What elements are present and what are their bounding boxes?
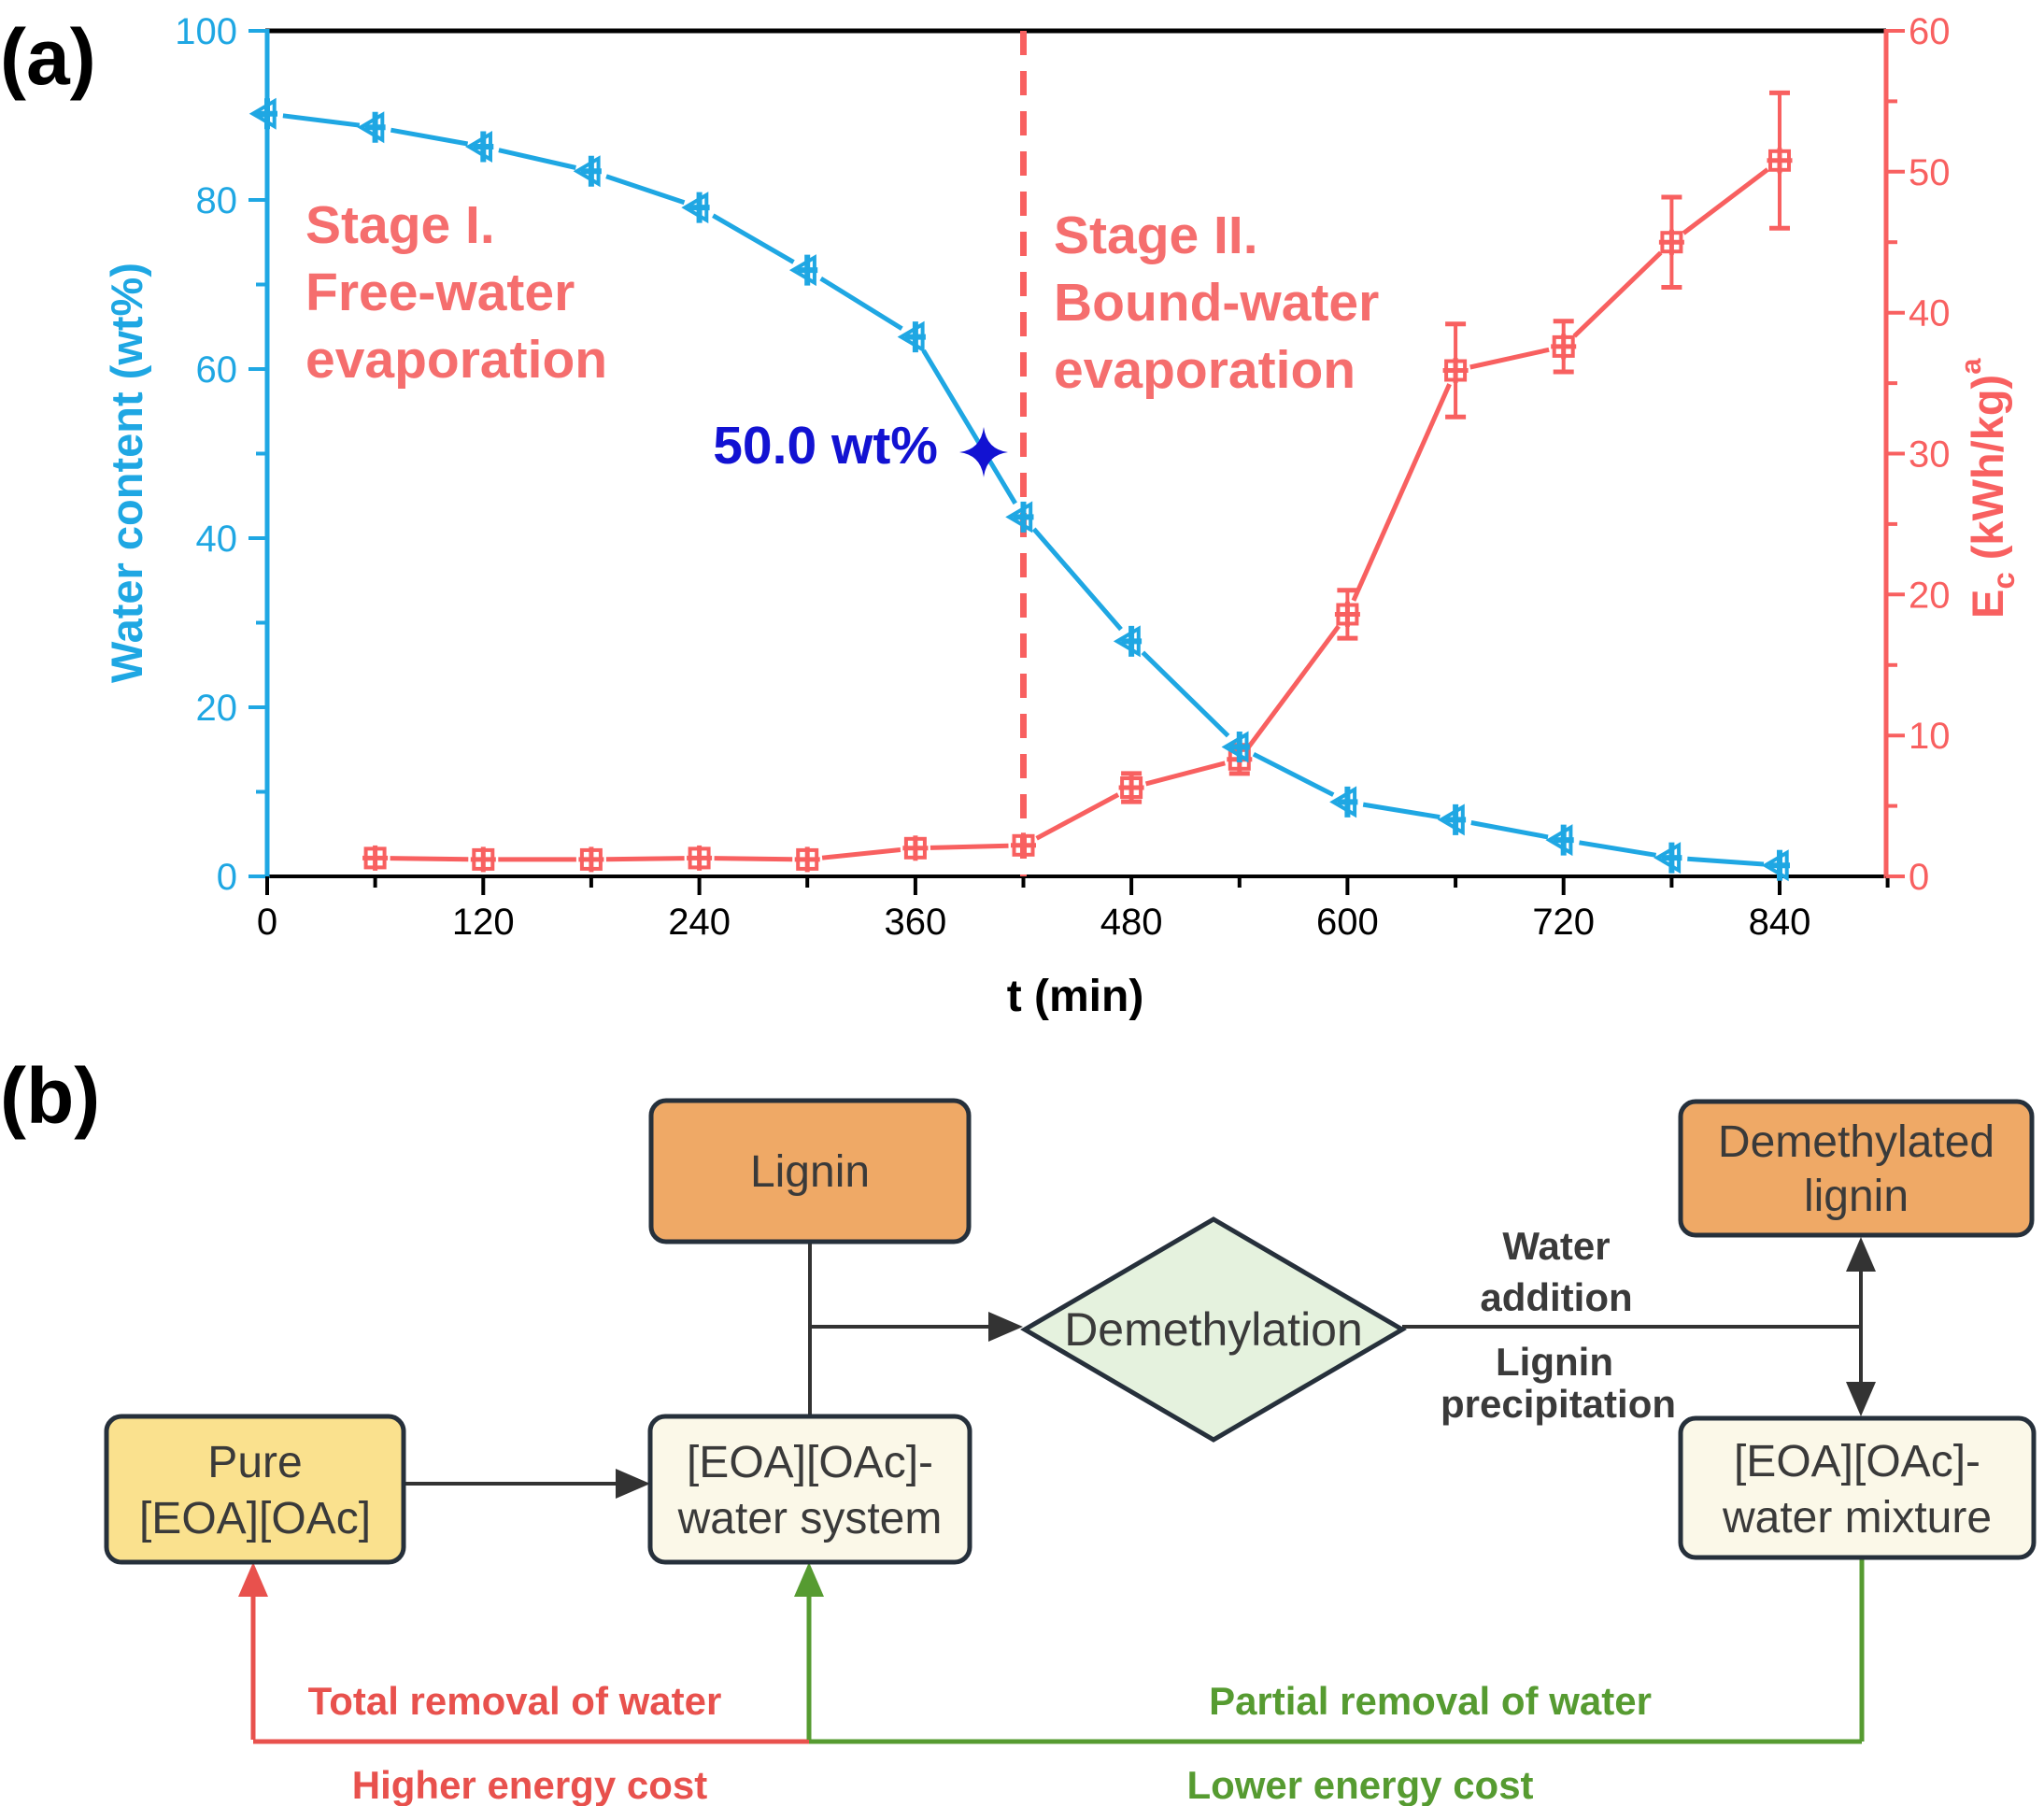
svg-text:360: 360 — [885, 902, 947, 943]
svg-text:120: 120 — [452, 902, 515, 943]
svg-text:40: 40 — [1909, 293, 1951, 334]
svg-text:100: 100 — [175, 11, 237, 52]
svg-text:lignin: lignin — [1804, 1172, 1909, 1221]
svg-text:Partial removal of water: Partial removal of water — [1209, 1679, 1652, 1723]
svg-text:Free-water: Free-water — [305, 263, 575, 322]
svg-text:evaporation: evaporation — [1054, 340, 1356, 400]
svg-text:(a): (a) — [0, 13, 96, 101]
svg-text:60: 60 — [196, 349, 238, 391]
svg-text:Pure: Pure — [207, 1438, 302, 1487]
svg-text:30: 30 — [1909, 434, 1951, 476]
svg-text:50: 50 — [1909, 152, 1951, 193]
svg-text:Stage II.: Stage II. — [1054, 206, 1258, 265]
svg-text:0: 0 — [257, 902, 277, 943]
svg-text:240: 240 — [668, 902, 731, 943]
svg-text:20: 20 — [1909, 575, 1951, 616]
svg-text:addition: addition — [1480, 1275, 1632, 1319]
svg-text:evaporation: evaporation — [305, 330, 607, 390]
svg-text:Lignin: Lignin — [1496, 1340, 1613, 1384]
svg-text:80: 80 — [196, 180, 238, 221]
svg-text:Lignin: Lignin — [750, 1147, 870, 1197]
svg-text:Water content (wt%): Water content (wt%) — [102, 263, 151, 683]
svg-text:water mixture: water mixture — [1722, 1493, 1992, 1543]
svg-text:water system: water system — [677, 1494, 943, 1543]
svg-text:40: 40 — [196, 519, 238, 560]
svg-text:[EOA][OAc]-: [EOA][OAc]- — [1734, 1437, 1980, 1486]
svg-text:60: 60 — [1909, 11, 1951, 52]
svg-text:840: 840 — [1749, 902, 1811, 943]
svg-text:600: 600 — [1316, 902, 1379, 943]
svg-text:720: 720 — [1532, 902, 1595, 943]
svg-text:precipitation: precipitation — [1441, 1382, 1676, 1426]
svg-text:Stage I.: Stage I. — [305, 195, 495, 255]
svg-text:50.0 wt%: 50.0 wt% — [713, 416, 938, 476]
svg-text:Bound-water: Bound-water — [1054, 273, 1379, 333]
svg-text:20: 20 — [196, 688, 238, 729]
svg-text:t (min): t (min) — [1007, 972, 1144, 1021]
svg-text:10: 10 — [1909, 716, 1951, 757]
svg-text:Demethylation: Demethylation — [1064, 1303, 1363, 1356]
svg-text:Lower energy cost: Lower energy cost — [1186, 1763, 1533, 1806]
svg-text:480: 480 — [1100, 902, 1163, 943]
svg-text:(b): (b) — [0, 1052, 100, 1140]
svg-text:Higher energy cost: Higher energy cost — [352, 1763, 707, 1806]
svg-text:Demethylated: Demethylated — [1718, 1117, 1994, 1167]
svg-text:[EOA][OAc]-: [EOA][OAc]- — [687, 1438, 933, 1487]
svg-text:Total removal of water: Total removal of water — [308, 1679, 722, 1723]
svg-text:Ec (kWh/kg)a: Ec (kWh/kg)a — [1954, 358, 2021, 619]
svg-text:Water: Water — [1502, 1224, 1610, 1268]
svg-text:0: 0 — [1909, 857, 1929, 898]
svg-text:0: 0 — [217, 857, 237, 898]
svg-text:[EOA][OAc]: [EOA][OAc] — [139, 1494, 371, 1543]
